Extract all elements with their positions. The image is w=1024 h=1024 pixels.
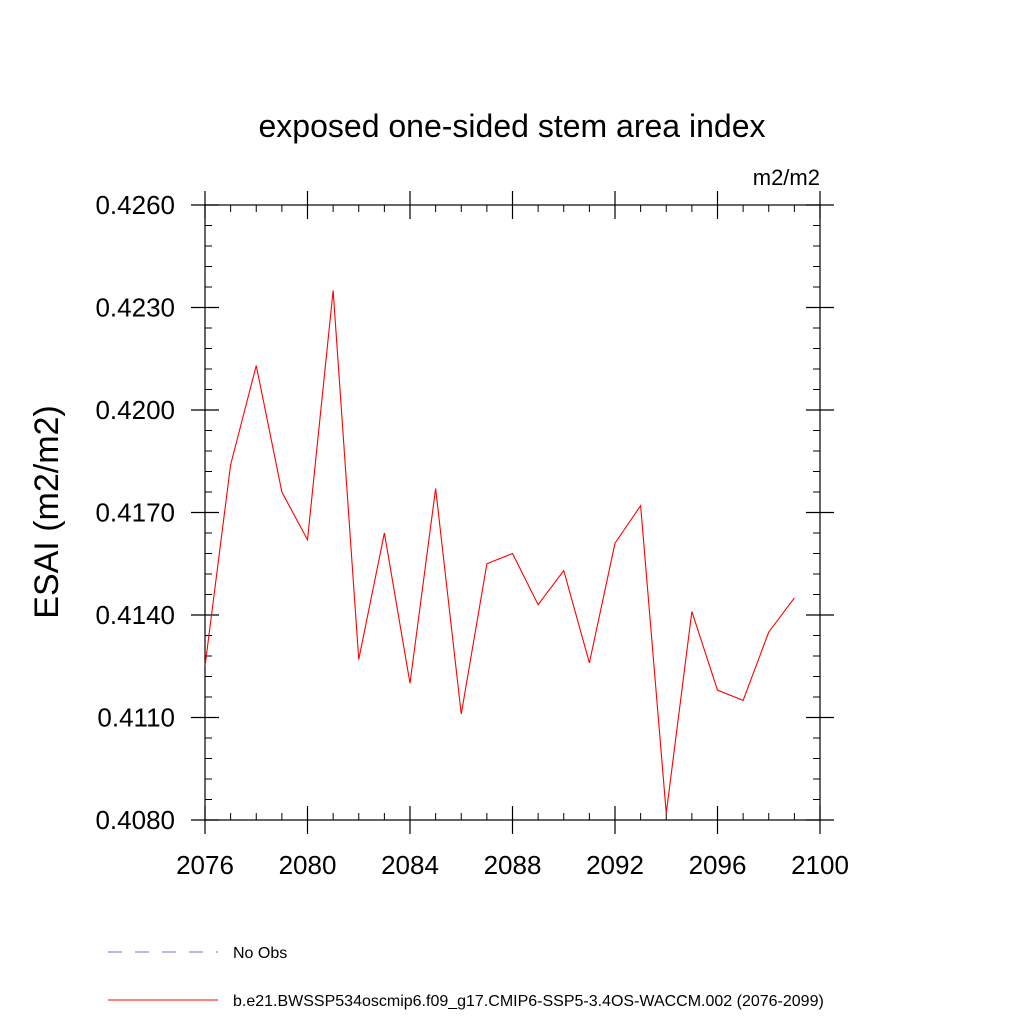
y-tick-label: 0.4080 [95, 805, 175, 835]
y-axis-label: ESAI (m2/m2) [28, 405, 66, 618]
x-tick-labels: 2076 2080 2084 2088 2092 2096 2100 [176, 850, 849, 880]
x-tick-label: 2096 [689, 850, 747, 880]
x-tick-label: 2076 [176, 850, 234, 880]
x-tick-label: 2100 [791, 850, 849, 880]
plot-frame [204, 204, 821, 821]
legend-label-0: No Obs [233, 945, 287, 962]
legend: No Obs b.e21.BWSSP534oscmip6.f09_g17.CMIP… [108, 945, 824, 1010]
y-tick-label: 0.4170 [95, 498, 175, 528]
y-tick-labels: 0.4080 0.4110 0.4140 0.4170 0.4200 0.4230 0.42… [95, 190, 175, 835]
axis-ticks [191, 191, 834, 834]
x-tick-label: 2092 [586, 850, 644, 880]
chart-title: exposed one-sided stem area index [259, 108, 766, 144]
y-tick-label: 0.4230 [95, 293, 175, 323]
x-tick-label: 2080 [279, 850, 337, 880]
y-tick-label: 0.4110 [97, 703, 175, 733]
series-layer [204, 290, 795, 814]
x-tick-label: 2084 [381, 850, 439, 880]
x-tick-label: 2088 [484, 850, 542, 880]
y-tick-label: 0.4140 [95, 600, 175, 630]
units-label: m2/m2 [753, 165, 820, 190]
y-tick-label: 0.4200 [95, 395, 175, 425]
series-line-0 [204, 290, 795, 814]
y-tick-label: 0.4260 [95, 190, 175, 220]
legend-label-1: b.e21.BWSSP534oscmip6.f09_g17.CMIP6-SSP5… [233, 993, 824, 1010]
